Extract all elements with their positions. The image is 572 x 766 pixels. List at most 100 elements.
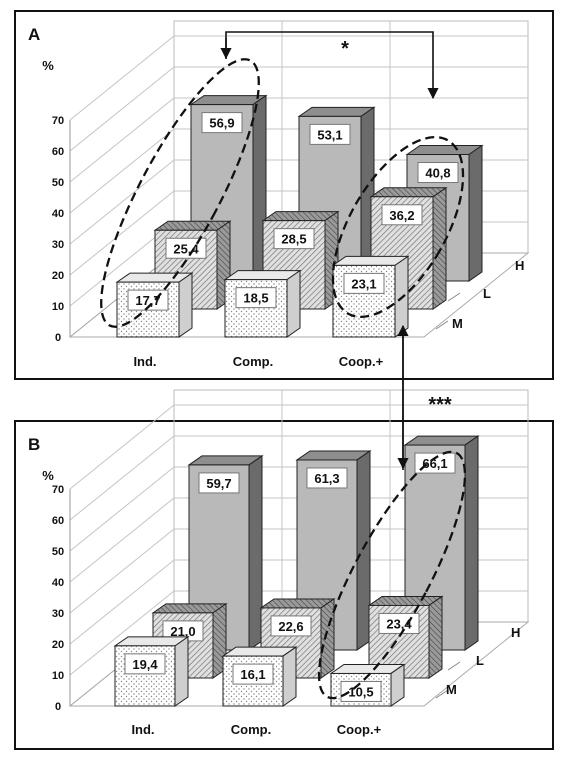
x-tick-label: Comp.	[233, 354, 273, 369]
y-tick-label: 10	[52, 301, 64, 313]
significance-asterisk: ***	[428, 394, 452, 416]
data-label: 19,4	[132, 657, 158, 672]
depth-tick	[447, 292, 461, 302]
data-label: 28,5	[281, 232, 306, 247]
depth-tick-label: L	[476, 653, 484, 668]
highlight-ellipse	[331, 135, 465, 319]
depth-tick	[435, 689, 449, 699]
significance-asterisk: *	[341, 38, 349, 60]
y-tick-label: 20	[52, 639, 64, 651]
bar-side	[468, 144, 483, 282]
bar-side	[320, 597, 335, 679]
y-tick-label: 70	[52, 115, 64, 127]
data-label: 23,4	[386, 616, 412, 631]
y-tick-label: 50	[52, 546, 64, 558]
data-label-box	[201, 112, 243, 134]
y-tick-label: 50	[52, 177, 64, 189]
bar-side	[428, 595, 443, 679]
depth-tick-label: H	[511, 625, 520, 640]
data-label-box	[309, 123, 351, 145]
data-label: 61,3	[314, 471, 339, 486]
x-tick-label: Comp.	[231, 722, 271, 737]
comparison-arrow	[225, 31, 439, 100]
gridline-side	[69, 97, 175, 183]
data-label: 18,5	[243, 291, 268, 306]
data-label-box	[235, 287, 277, 309]
depth-tick-label: M	[452, 316, 463, 331]
data-label-box	[417, 162, 459, 184]
y-axis-unit-label: %	[42, 468, 54, 483]
depth-tick-label: M	[446, 682, 457, 697]
x-tick-label: Ind.	[131, 722, 154, 737]
data-label: 22,6	[278, 619, 303, 634]
data-label: 10,5	[348, 684, 373, 699]
data-label: 25,4	[173, 241, 199, 256]
bar-side	[174, 635, 189, 707]
data-label: 56,9	[209, 116, 234, 131]
data-label: 40,8	[425, 166, 450, 181]
y-tick-label: 0	[55, 332, 61, 344]
bar-side	[432, 186, 447, 310]
data-label-box	[232, 663, 274, 685]
data-label-box	[198, 472, 240, 494]
data-label-box	[124, 653, 166, 675]
bar-side	[282, 646, 297, 707]
y-tick-label: 40	[52, 577, 64, 589]
data-label-box	[340, 680, 382, 702]
data-label-box	[378, 612, 420, 634]
data-label: 66,1	[422, 456, 447, 471]
gridline-side	[69, 128, 175, 214]
bar-side	[286, 269, 301, 338]
y-axis-unit-label: %	[42, 58, 54, 73]
gridline-side	[69, 590, 175, 676]
data-label: 53,1	[317, 127, 342, 142]
y-tick-label: 0	[55, 701, 61, 713]
gridline-side	[69, 559, 175, 645]
data-label: 16,1	[240, 667, 265, 682]
gridline-side	[69, 435, 175, 521]
x-tick-label: Coop.+	[339, 354, 384, 369]
data-label-box	[306, 467, 348, 489]
data-label-box	[414, 452, 456, 474]
x-tick-label: Ind.	[133, 354, 156, 369]
panel-label: A	[28, 25, 40, 44]
bar-side	[248, 454, 263, 651]
data-label-box	[343, 272, 385, 294]
data-label-box	[270, 615, 312, 637]
data-label: 23,1	[351, 276, 376, 291]
data-label-box	[273, 228, 315, 250]
gridline-side	[69, 466, 175, 552]
y-tick-label: 60	[52, 146, 64, 158]
gridline-side	[69, 190, 175, 276]
data-label: 17,7	[135, 293, 160, 308]
gridline-side	[69, 404, 175, 490]
depth-tick	[435, 320, 449, 330]
data-label: 21,0	[170, 624, 195, 639]
y-tick-label: 30	[52, 608, 64, 620]
gridline-side	[69, 497, 175, 583]
y-tick-label: 30	[52, 239, 64, 251]
bar-side	[464, 435, 479, 651]
y-tick-label: 10	[52, 670, 64, 682]
depth-tick	[447, 661, 461, 671]
bar-side	[178, 272, 193, 338]
gridline-side	[69, 66, 175, 152]
bar-side	[356, 450, 371, 651]
highlight-ellipse	[100, 58, 260, 328]
data-label-box	[381, 204, 423, 226]
gridline-side	[69, 159, 175, 245]
depth-tick-label: H	[515, 258, 524, 273]
y-tick-label: 40	[52, 208, 64, 220]
y-tick-label: 60	[52, 515, 64, 527]
data-label: 59,7	[206, 476, 231, 491]
gridline-side	[69, 528, 175, 614]
depth-tick-label: L	[483, 286, 491, 301]
y-tick-label: 70	[52, 484, 64, 496]
highlight-ellipse	[317, 450, 467, 700]
gridline-side	[69, 35, 175, 121]
data-label: 36,2	[389, 208, 414, 223]
x-tick-label: Coop.+	[337, 722, 382, 737]
panel-label: B	[28, 435, 40, 454]
y-tick-label: 20	[52, 270, 64, 282]
